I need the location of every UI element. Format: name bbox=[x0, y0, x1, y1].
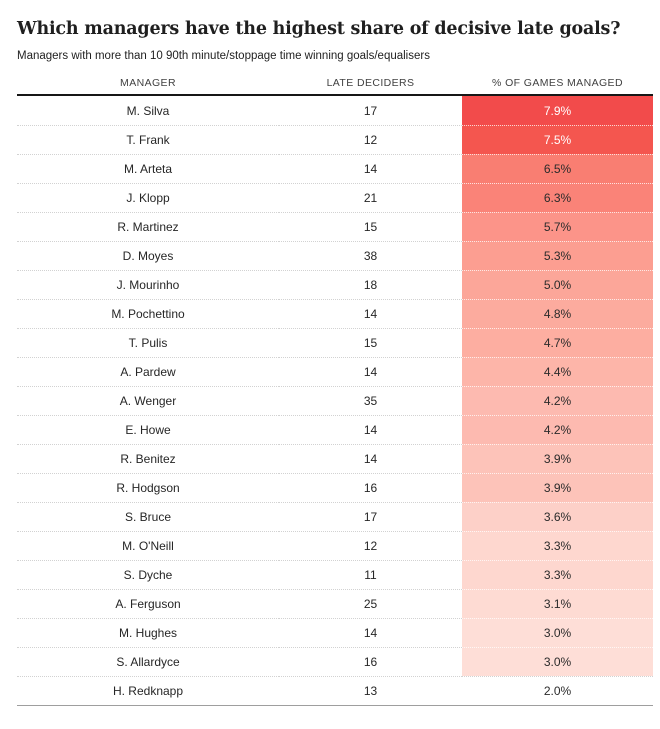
pct-cell: 3.0% bbox=[462, 618, 653, 647]
table-row: E. Howe 14 4.2% bbox=[17, 415, 653, 444]
pct-cell: 4.2% bbox=[462, 386, 653, 415]
table-row: R. Hodgson 16 3.9% bbox=[17, 473, 653, 502]
manager-cell: J. Mourinho bbox=[17, 270, 279, 299]
manager-cell: M. O'Neill bbox=[17, 531, 279, 560]
table-row: A. Pardew 14 4.4% bbox=[17, 357, 653, 386]
table-row: J. Mourinho 18 5.0% bbox=[17, 270, 653, 299]
page-title: Which managers have the highest share of… bbox=[17, 19, 621, 39]
manager-cell: S. Bruce bbox=[17, 502, 279, 531]
pct-cell: 6.5% bbox=[462, 154, 653, 183]
manager-cell: T. Pulis bbox=[17, 328, 279, 357]
late-deciders-cell: 13 bbox=[279, 676, 462, 705]
late-deciders-cell: 14 bbox=[279, 357, 462, 386]
column-header-manager: MANAGER bbox=[120, 77, 176, 89]
late-deciders-cell: 25 bbox=[279, 589, 462, 618]
column-header-late-deciders: LATE DECIDERS bbox=[326, 77, 415, 89]
table-row: M. Silva 17 7.9% bbox=[17, 96, 653, 125]
table-body: M. Silva 17 7.9% T. Frank 12 7.5% M. Art… bbox=[17, 96, 653, 705]
late-deciders-cell: 12 bbox=[279, 125, 462, 154]
late-deciders-cell: 18 bbox=[279, 270, 462, 299]
late-deciders-cell: 38 bbox=[279, 241, 462, 270]
late-deciders-cell: 14 bbox=[279, 299, 462, 328]
pct-cell: 3.3% bbox=[462, 560, 653, 589]
late-deciders-cell: 15 bbox=[279, 212, 462, 241]
manager-cell: M. Arteta bbox=[17, 154, 279, 183]
pct-cell: 3.9% bbox=[462, 444, 653, 473]
manager-cell: A. Wenger bbox=[17, 386, 279, 415]
pct-cell: 7.5% bbox=[462, 125, 653, 154]
table-row: T. Pulis 15 4.7% bbox=[17, 328, 653, 357]
late-deciders-cell: 16 bbox=[279, 473, 462, 502]
manager-cell: D. Moyes bbox=[17, 241, 279, 270]
pct-cell: 4.7% bbox=[462, 328, 653, 357]
table-row: S. Allardyce 16 3.0% bbox=[17, 647, 653, 676]
table-row: R. Martinez 15 5.7% bbox=[17, 212, 653, 241]
pct-cell: 4.2% bbox=[462, 415, 653, 444]
chart-subtitle: Managers with more than 10 90th minute/s… bbox=[17, 50, 430, 62]
manager-cell: A. Pardew bbox=[17, 357, 279, 386]
late-deciders-cell: 17 bbox=[279, 502, 462, 531]
manager-cell: M. Pochettino bbox=[17, 299, 279, 328]
table-row: D. Moyes 38 5.3% bbox=[17, 241, 653, 270]
column-header-pct-games: % OF GAMES MANAGED bbox=[492, 77, 623, 89]
table-row: M. O'Neill 12 3.3% bbox=[17, 531, 653, 560]
table-row: T. Frank 12 7.5% bbox=[17, 125, 653, 154]
pct-cell: 5.0% bbox=[462, 270, 653, 299]
pct-cell: 3.6% bbox=[462, 502, 653, 531]
pct-cell: 3.9% bbox=[462, 473, 653, 502]
table-row: R. Benitez 14 3.9% bbox=[17, 444, 653, 473]
manager-cell: M. Silva bbox=[126, 103, 170, 118]
pct-cell: 4.4% bbox=[462, 357, 653, 386]
late-deciders-cell: 14 bbox=[279, 415, 462, 444]
pct-cell: 7.9% bbox=[462, 96, 653, 125]
manager-cell: S. Dyche bbox=[17, 560, 279, 589]
late-deciders-cell: 17 bbox=[363, 103, 378, 118]
table-row: M. Hughes 14 3.0% bbox=[17, 618, 653, 647]
pct-cell: 5.3% bbox=[462, 241, 653, 270]
table-row: M. Pochettino 14 4.8% bbox=[17, 299, 653, 328]
manager-cell: R. Martinez bbox=[17, 212, 279, 241]
late-deciders-cell: 14 bbox=[279, 618, 462, 647]
chart-card: Which managers have the highest share of… bbox=[17, 0, 653, 706]
late-deciders-cell: 14 bbox=[279, 444, 462, 473]
table-bottom-rule bbox=[17, 705, 653, 706]
pct-cell: 5.7% bbox=[462, 212, 653, 241]
late-deciders-cell: 12 bbox=[279, 531, 462, 560]
manager-cell: A. Ferguson bbox=[17, 589, 279, 618]
late-deciders-cell: 21 bbox=[279, 183, 462, 212]
late-deciders-cell: 16 bbox=[279, 647, 462, 676]
manager-cell: H. Redknapp bbox=[17, 676, 279, 705]
manager-cell: T. Frank bbox=[17, 125, 279, 154]
late-deciders-cell: 11 bbox=[279, 560, 462, 589]
pct-cell: 3.3% bbox=[462, 531, 653, 560]
pct-cell: 4.8% bbox=[462, 299, 653, 328]
table-row: H. Redknapp 13 2.0% bbox=[17, 676, 653, 705]
pct-cell: 3.0% bbox=[462, 647, 653, 676]
manager-cell: R. Hodgson bbox=[17, 473, 279, 502]
pct-cell: 2.0% bbox=[462, 676, 653, 705]
late-deciders-cell: 35 bbox=[279, 386, 462, 415]
manager-cell: R. Benitez bbox=[17, 444, 279, 473]
manager-cell: J. Klopp bbox=[17, 183, 279, 212]
manager-cell: S. Allardyce bbox=[17, 647, 279, 676]
table-row: S. Dyche 11 3.3% bbox=[17, 560, 653, 589]
late-deciders-cell: 15 bbox=[279, 328, 462, 357]
table-row: J. Klopp 21 6.3% bbox=[17, 183, 653, 212]
late-deciders-cell: 14 bbox=[279, 154, 462, 183]
manager-cell: E. Howe bbox=[17, 415, 279, 444]
table-header-row: MANAGER LATE DECIDERS % OF GAMES MANAGED bbox=[17, 76, 653, 96]
table-row: A. Ferguson 25 3.1% bbox=[17, 589, 653, 618]
table-row: S. Bruce 17 3.6% bbox=[17, 502, 653, 531]
table-row: M. Arteta 14 6.5% bbox=[17, 154, 653, 183]
pct-cell: 3.1% bbox=[462, 589, 653, 618]
pct-cell: 6.3% bbox=[462, 183, 653, 212]
manager-cell: M. Hughes bbox=[17, 618, 279, 647]
table-row: A. Wenger 35 4.2% bbox=[17, 386, 653, 415]
